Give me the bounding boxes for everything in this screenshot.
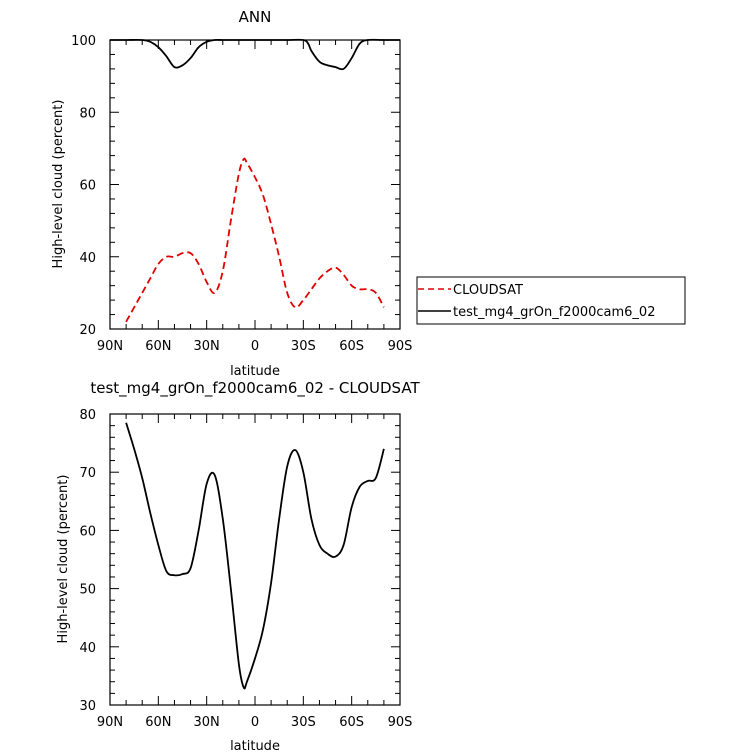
x-tick-label: 90S (388, 339, 413, 354)
x-tick-label: 90N (97, 339, 123, 354)
x-tick-label: 30S (291, 339, 316, 354)
x-tick-label: 60N (145, 339, 171, 354)
y-tick-label: 60 (79, 179, 96, 194)
bottom-y-axis-label: High-level cloud (percent) (56, 475, 71, 644)
x-tick-label: 90S (388, 715, 413, 730)
top-series-line-1 (109, 38, 400, 71)
bottom-series-line-0 (125, 422, 385, 690)
y-tick-label: 20 (79, 323, 96, 338)
x-tick-label: 0 (251, 715, 259, 730)
legend-box (416, 276, 686, 325)
bottom-axis-ticks (109, 413, 401, 706)
y-tick-label: 40 (79, 641, 96, 656)
top-panel: ANN 90N 60N 30N 0 30S 60S 90S 20 40 60 80 100 latit… (51, 8, 686, 379)
top-legend: CLOUDSAT test_mg4_grOn_f2000cam6_02 (416, 276, 686, 325)
top-x-axis-label: latitude (230, 364, 280, 379)
top-axis-tick-labels: 90N 60N 30N 0 30S 60S 90S 20 40 60 80 100 (71, 34, 412, 354)
x-tick-label: 30S (291, 715, 316, 730)
legend-label-cloudsat: CLOUDSAT (453, 283, 523, 298)
y-tick-label: 80 (79, 106, 96, 121)
x-tick-label: 90N (97, 715, 123, 730)
top-axis-ticks (109, 39, 401, 330)
bottom-chart-title: test_mg4_grOn_f2000cam6_02 - CLOUDSAT (90, 379, 420, 398)
y-tick-label: 70 (79, 466, 96, 481)
x-tick-label: 30N (194, 339, 220, 354)
x-tick-label: 60S (339, 339, 364, 354)
y-tick-label: 50 (79, 583, 96, 598)
legend-label-test: test_mg4_grOn_f2000cam6_02 (453, 305, 655, 320)
top-series-line-0 (125, 157, 385, 323)
y-tick-label: 100 (71, 34, 96, 49)
x-tick-label: 60S (339, 715, 364, 730)
x-tick-label: 30N (194, 715, 220, 730)
top-chart-title: ANN (239, 8, 272, 26)
bottom-x-axis-label: latitude (230, 739, 280, 754)
x-tick-label: 60N (145, 715, 171, 730)
top-y-axis-label: High-level cloud (percent) (51, 100, 66, 269)
y-tick-label: 40 (79, 251, 96, 266)
y-tick-label: 30 (79, 699, 96, 714)
y-tick-label: 80 (79, 408, 96, 423)
top-plot-frame (109, 39, 401, 330)
top-series-lines (109, 38, 400, 323)
bottom-panel: test_mg4_grOn_f2000cam6_02 - CLOUDSAT 90… (56, 379, 420, 754)
bottom-axis-tick-labels: 90N 60N 30N 0 30S 60S 90S 30 40 50 60 70 80 (79, 408, 412, 730)
y-tick-label: 60 (79, 524, 96, 539)
x-tick-label: 0 (251, 339, 259, 354)
bottom-series-lines (125, 422, 385, 690)
